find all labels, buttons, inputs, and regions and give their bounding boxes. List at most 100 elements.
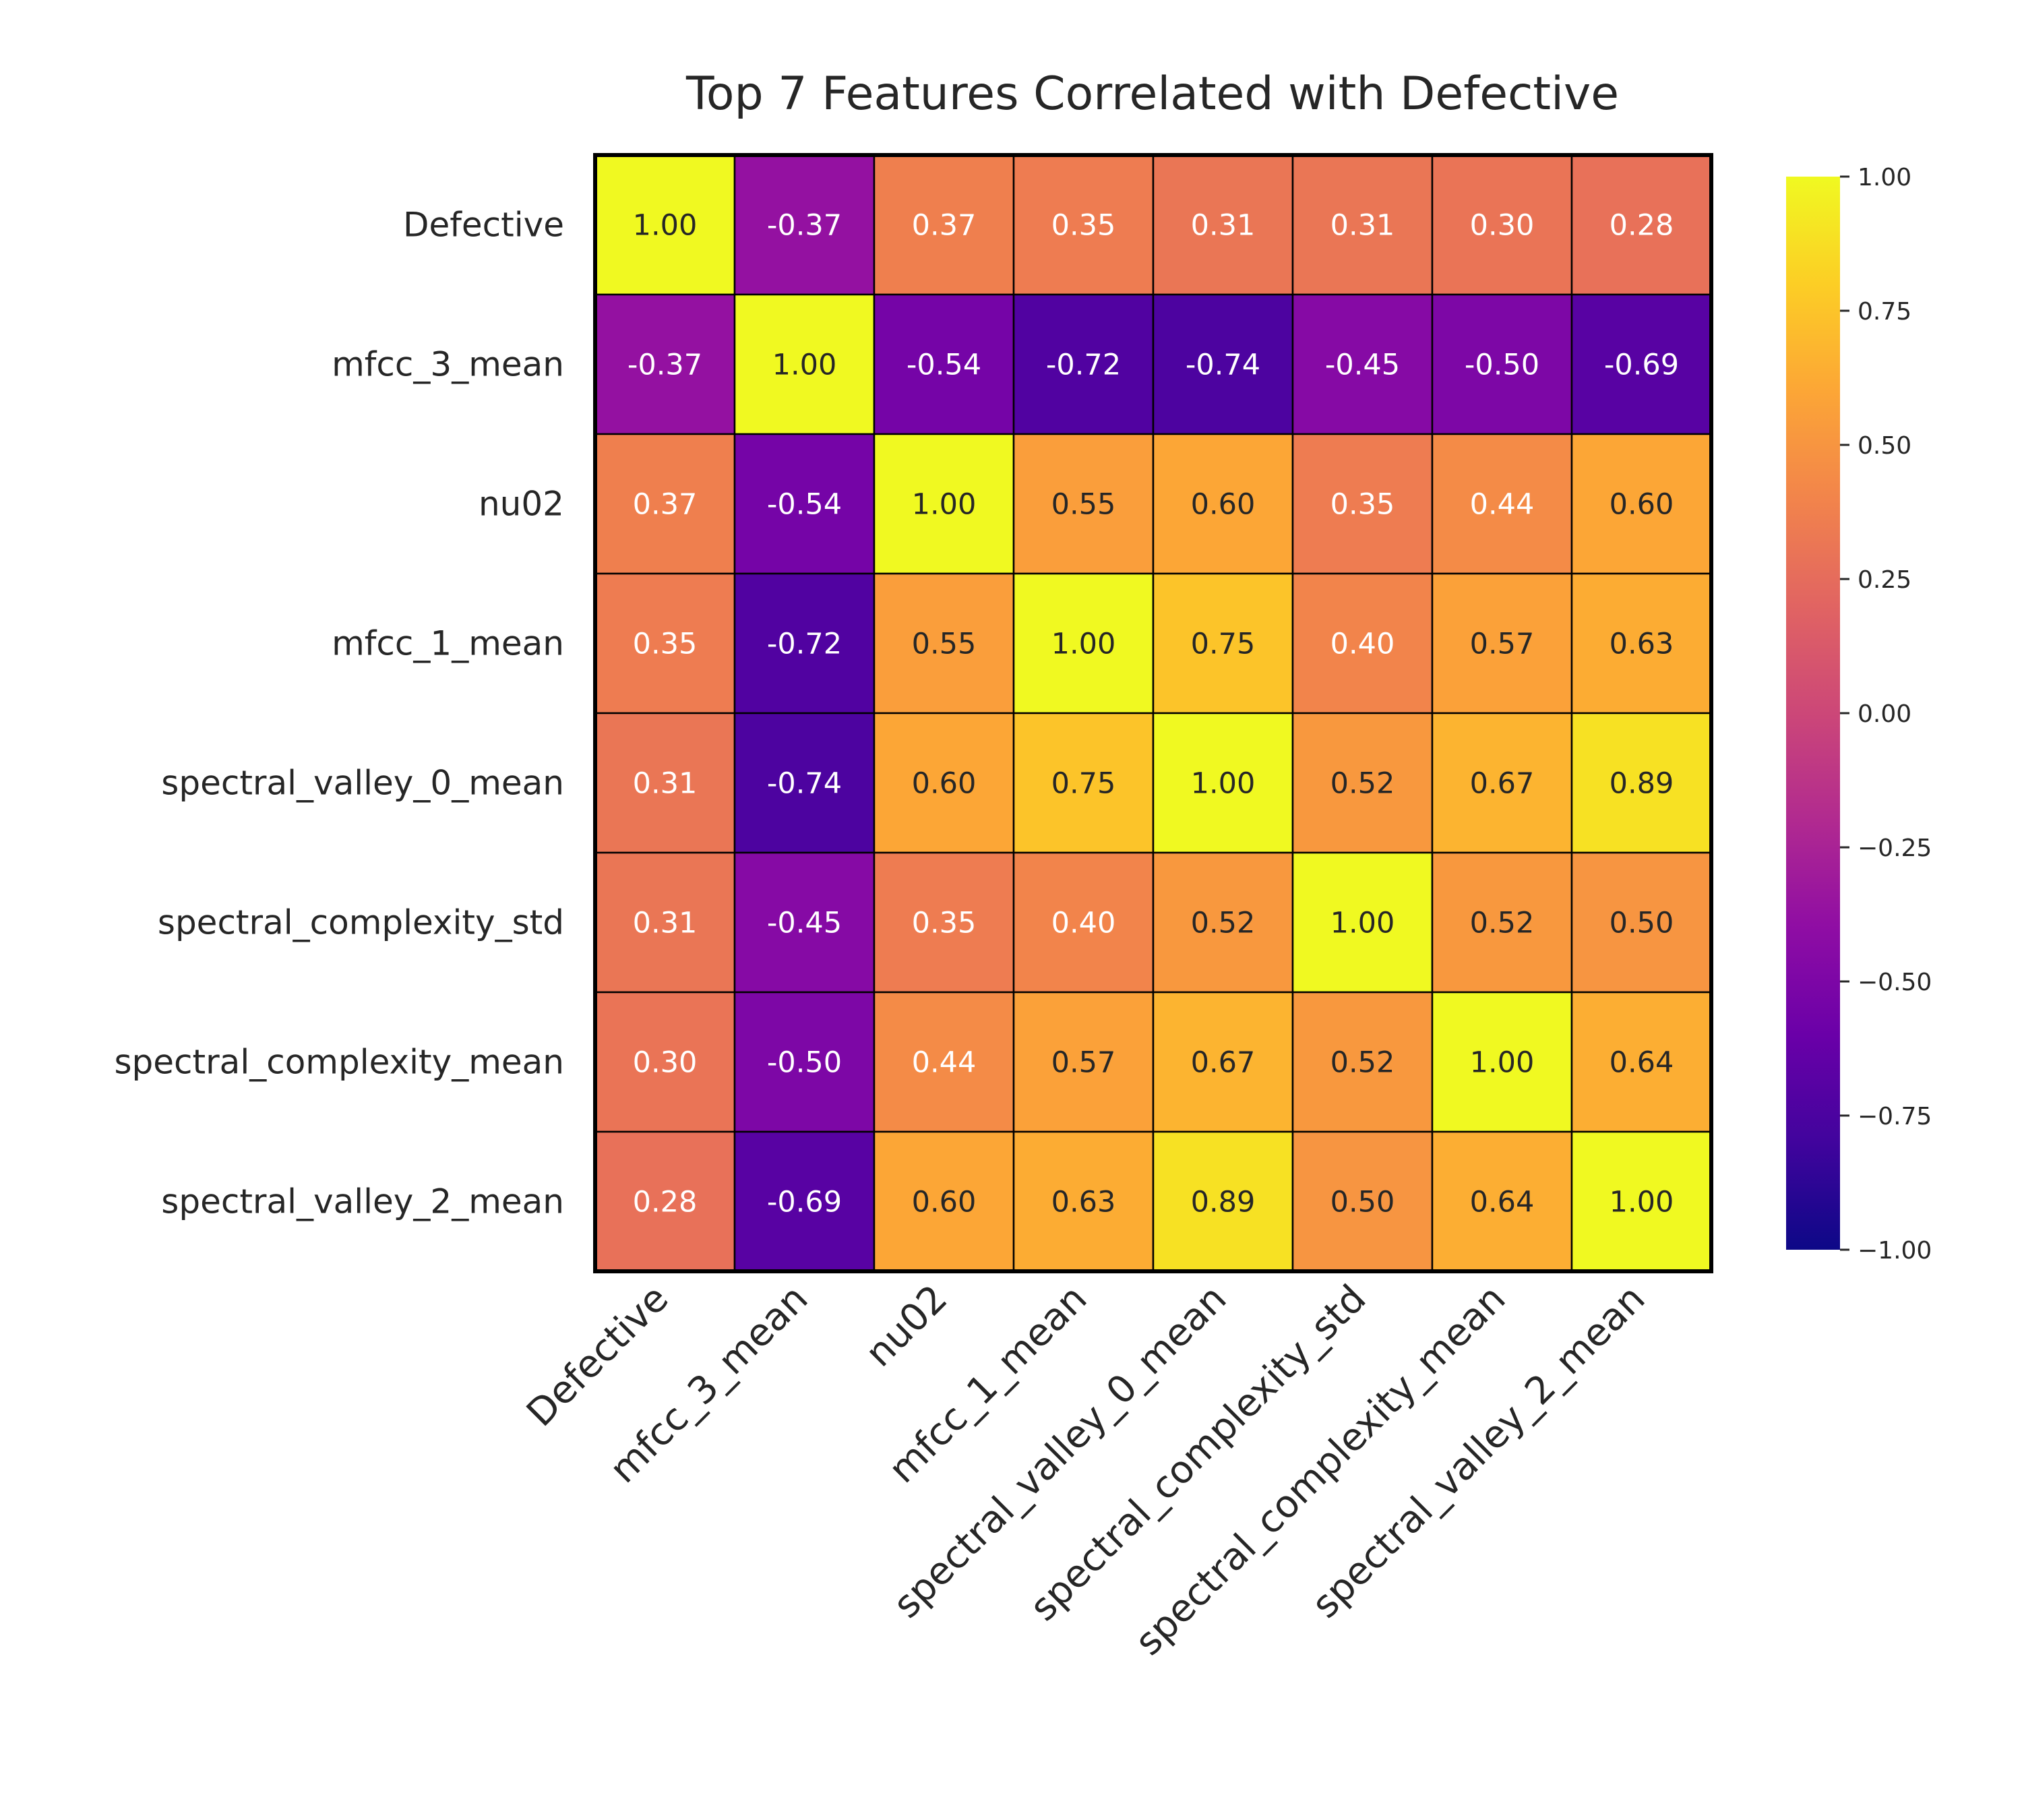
heatmap-cell — [1291, 433, 1434, 575]
row-label-defective: Defective — [403, 206, 564, 245]
cell-value-label: 0.50 — [1330, 1186, 1395, 1219]
cell-value-label: 0.89 — [1610, 767, 1674, 801]
cell-value-label: 0.28 — [1610, 209, 1674, 243]
heatmap-cell — [1012, 712, 1155, 854]
colorbar-tick-label: −0.75 — [1858, 1103, 1932, 1130]
cell-value-label: 1.00 — [1051, 628, 1116, 661]
heatmap-cell — [1570, 712, 1713, 854]
heatmap-cell — [1152, 712, 1294, 854]
row-label-spectral-complexity-mean: spectral_complexity_mean — [114, 1043, 564, 1082]
heatmap-cell — [1570, 1130, 1713, 1273]
cell-value-label: -0.37 — [767, 209, 842, 243]
cell-value-label: 0.57 — [1470, 628, 1535, 661]
colorbar-tick-label: 0.25 — [1858, 566, 1911, 594]
cell-value-label: 0.31 — [1191, 209, 1256, 243]
heatmap-cell — [733, 991, 876, 1133]
cell-value-label: 0.52 — [1330, 1046, 1395, 1080]
cell-value-label: 0.50 — [1610, 907, 1674, 940]
heatmap-frame — [593, 153, 1713, 1273]
cell-value-label: 0.35 — [912, 907, 977, 940]
colorbar-gradient — [1786, 177, 1840, 1250]
heatmap-cell — [873, 712, 1015, 854]
heatmap-cell — [1291, 991, 1434, 1133]
cell-value-label: 0.35 — [1330, 488, 1395, 522]
heatmap-cell — [1012, 154, 1155, 296]
heatmap-cell — [1152, 1130, 1294, 1273]
cell-value-label: 0.52 — [1470, 907, 1535, 940]
cell-value-label: 0.31 — [633, 907, 698, 940]
row-labels: Defective mfcc_3_mean nu02 mfcc_1_meanspect… — [114, 206, 564, 1221]
cell-value-label: 0.63 — [1051, 1186, 1116, 1219]
cell-value-label: 0.63 — [1610, 628, 1674, 661]
heatmap-cell — [1570, 991, 1713, 1133]
heatmap-cell — [1152, 154, 1294, 296]
row-label-mfcc-3-mean: mfcc_3_mean — [332, 345, 564, 384]
cell-value-label: -0.74 — [1186, 348, 1260, 382]
colorbar-tick-label: 0.75 — [1858, 298, 1911, 326]
cell-value-label: -0.69 — [767, 1186, 842, 1219]
heatmap-cell — [733, 154, 876, 296]
cell-value-label: 0.28 — [633, 1186, 698, 1219]
heatmap-cell — [1291, 712, 1434, 854]
heatmap-cell — [594, 572, 736, 715]
cell-value-label: -0.45 — [767, 907, 842, 940]
cell-value-label: -0.72 — [1046, 348, 1121, 382]
cell-value-label: 0.30 — [1470, 209, 1535, 243]
column-label-nu02: nu02 — [857, 1277, 956, 1376]
cell-value-label: 1.00 — [633, 209, 698, 243]
row-label-nu02: nu02 — [479, 485, 564, 524]
heatmap-cell — [1012, 433, 1155, 575]
cell-value-label: 0.55 — [1051, 488, 1116, 522]
heatmap-cell — [1152, 293, 1294, 435]
heatmap-cell — [733, 433, 876, 575]
heatmap-cell — [1291, 154, 1434, 296]
heatmap-cell — [873, 572, 1015, 715]
colorbar-tick-label: −1.00 — [1858, 1237, 1932, 1265]
cell-value-label: 1.00 — [912, 488, 977, 522]
cell-value-label: 0.37 — [633, 488, 698, 522]
heatmap-cell — [594, 433, 736, 575]
heatmap-cells: 1.00 -0.37 0.37 0.35 0.31 0.31 0.30 0.28 -0.37 1.… — [594, 154, 1713, 1273]
heatmap-cell — [1291, 293, 1434, 435]
colorbar-tick-label: 0.00 — [1858, 700, 1911, 728]
cell-value-label: 0.37 — [912, 209, 977, 243]
cell-value-label: -0.72 — [767, 628, 842, 661]
heatmap-cell — [733, 851, 876, 994]
cell-value-label: 0.35 — [633, 628, 698, 661]
cell-value-label: 0.60 — [1191, 488, 1256, 522]
heatmap-cell — [1291, 851, 1434, 994]
cell-value-label: 0.67 — [1470, 767, 1535, 801]
cell-value-label: 1.00 — [772, 348, 837, 382]
heatmap-cell — [1012, 293, 1155, 435]
cell-value-label: -0.50 — [1465, 348, 1539, 382]
heatmap-cell — [1431, 991, 1573, 1133]
heatmap-cell — [1431, 712, 1573, 854]
heatmap-cell — [1431, 572, 1573, 715]
cell-value-label: 0.64 — [1470, 1186, 1535, 1219]
colorbar-tick-label: 1.00 — [1858, 164, 1911, 191]
heatmap-cell — [1152, 572, 1294, 715]
cell-value-label: 0.89 — [1191, 1186, 1256, 1219]
colorbar-tick-label: −0.25 — [1858, 835, 1932, 862]
cell-value-label: 1.00 — [1470, 1046, 1535, 1080]
cell-value-label: 0.64 — [1610, 1046, 1674, 1080]
chart-title: Top 7 Features Correlated with Defective — [685, 67, 1619, 121]
cell-value-label: 0.35 — [1051, 209, 1116, 243]
heatmap-cell — [873, 433, 1015, 575]
cell-value-label: 0.40 — [1330, 628, 1395, 661]
heatmap-cell — [594, 991, 736, 1133]
heatmap-cell — [873, 1130, 1015, 1273]
cell-value-label: -0.37 — [627, 348, 702, 382]
cell-value-label: 1.00 — [1330, 907, 1395, 940]
cell-value-label: 0.40 — [1051, 907, 1116, 940]
cell-value-label: 1.00 — [1610, 1186, 1674, 1219]
cell-value-label: 0.44 — [912, 1046, 977, 1080]
cell-value-label: 0.75 — [1051, 767, 1116, 801]
cell-value-label: 0.57 — [1051, 1046, 1116, 1080]
cell-value-label: -0.74 — [767, 767, 842, 801]
heatmap-cell — [1570, 293, 1713, 435]
colorbar: 1.00 0.75 0.50 0.25 0.00 −0.25 −0.50 −0.75 −1.00 — [1786, 164, 1932, 1265]
heatmap-cell — [1152, 851, 1294, 994]
heatmap-cell — [1570, 851, 1713, 994]
